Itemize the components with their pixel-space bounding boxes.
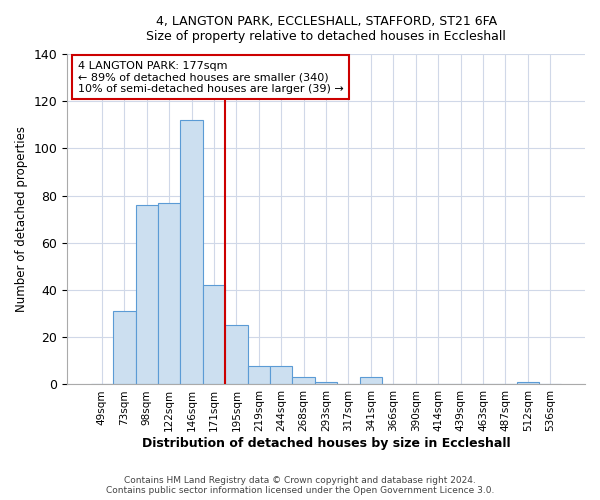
Bar bbox=[225, 326, 248, 384]
Bar bbox=[113, 312, 136, 384]
Text: 4 LANGTON PARK: 177sqm
← 89% of detached houses are smaller (340)
10% of semi-de: 4 LANGTON PARK: 177sqm ← 89% of detached… bbox=[77, 60, 343, 94]
Title: 4, LANGTON PARK, ECCLESHALL, STAFFORD, ST21 6FA
Size of property relative to det: 4, LANGTON PARK, ECCLESHALL, STAFFORD, S… bbox=[146, 15, 506, 43]
Bar bbox=[203, 286, 225, 384]
Bar bbox=[158, 202, 181, 384]
X-axis label: Distribution of detached houses by size in Eccleshall: Distribution of detached houses by size … bbox=[142, 437, 511, 450]
Bar bbox=[360, 378, 382, 384]
Bar bbox=[270, 366, 292, 384]
Y-axis label: Number of detached properties: Number of detached properties bbox=[15, 126, 28, 312]
Bar bbox=[517, 382, 539, 384]
Text: Contains HM Land Registry data © Crown copyright and database right 2024.
Contai: Contains HM Land Registry data © Crown c… bbox=[106, 476, 494, 495]
Bar bbox=[136, 205, 158, 384]
Bar bbox=[315, 382, 337, 384]
Bar bbox=[292, 378, 315, 384]
Bar bbox=[248, 366, 270, 384]
Bar bbox=[181, 120, 203, 384]
